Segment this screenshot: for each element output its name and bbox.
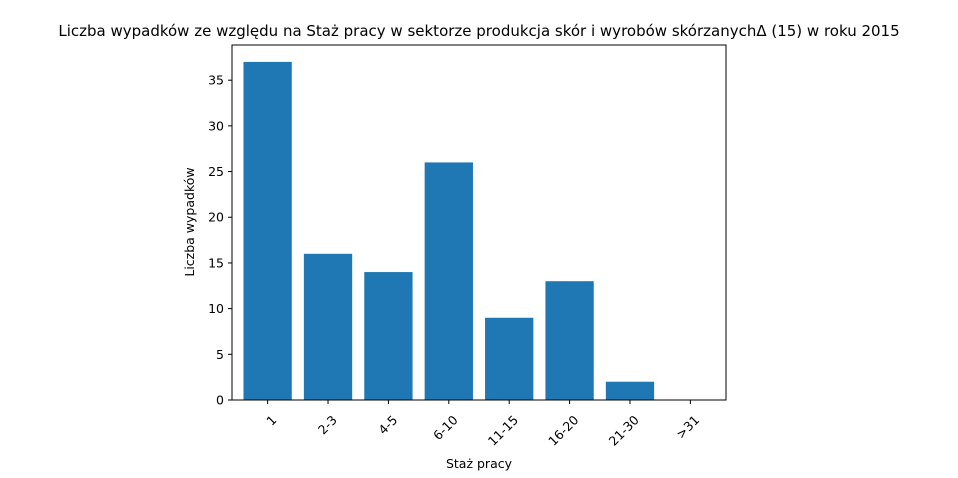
x-axis-label: Staż pracy [446,456,513,471]
x-tick-label: 6-10 [430,412,461,443]
y-tick-label: 30 [208,118,224,133]
y-tick-label: 10 [208,301,224,316]
y-axis-label: Liczba wypadków [182,167,197,276]
bar-11-15 [485,317,534,400]
x-axis-ticks: 1 2-3 4-5 6-10 11-15 16-20 21-30 >31 [263,400,702,449]
y-axis-ticks: 0 5 10 15 20 25 30 35 [208,73,232,408]
x-tick-label: >31 [673,412,702,441]
bar-6-10 [424,162,473,400]
bar-4-5 [364,272,413,400]
x-tick-label: 11-15 [485,412,521,448]
bar-1 [243,61,292,401]
bar-16-20 [545,281,594,400]
y-tick-label: 20 [208,210,224,225]
y-tick-label: 0 [216,393,224,408]
y-tick-label: 5 [216,347,224,362]
x-tick-label: 1 [263,412,279,428]
y-tick-label: 35 [208,73,224,88]
bars-group [243,61,655,401]
bar-21-30 [605,381,655,400]
y-tick-label: 25 [208,164,224,179]
plot-frame [231,44,727,401]
x-tick-label: 16-20 [545,412,581,448]
bar-2-3 [303,253,353,400]
chart-title: Liczba wypadków ze względu na Staż pracy… [58,22,899,40]
x-tick-label: 2-3 [315,412,340,437]
x-tick-label: 4-5 [375,412,400,437]
y-tick-label: 15 [208,255,224,270]
x-tick-label: 21-30 [606,412,642,448]
